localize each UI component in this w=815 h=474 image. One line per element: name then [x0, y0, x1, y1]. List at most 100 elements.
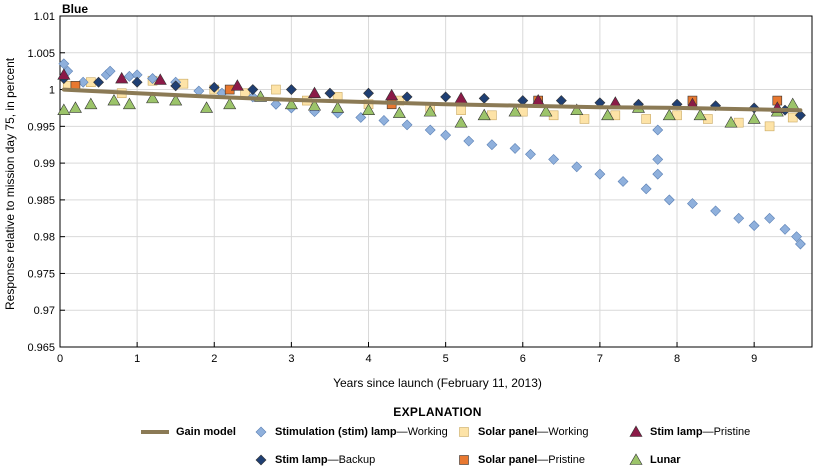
series-gain — [61, 87, 803, 113]
data-point — [478, 92, 490, 104]
data-point — [271, 84, 281, 95]
data-point — [122, 97, 136, 110]
x-axis-label: Years since launch (February 11, 2013) — [333, 376, 542, 390]
data-point — [539, 105, 553, 117]
grid — [59, 15, 812, 348]
data-point — [115, 71, 129, 84]
legend-label: Solar panel—Working — [478, 426, 589, 438]
data-point — [178, 78, 189, 89]
data-point — [230, 79, 244, 91]
legend-swatch — [629, 425, 643, 437]
data-point — [509, 142, 521, 154]
y-tick-label: 0.975 — [27, 268, 55, 280]
legend-item-gain: Gain model — [140, 424, 236, 440]
data-point — [57, 68, 71, 80]
data-point — [601, 108, 615, 121]
x-tick-label: 9 — [751, 353, 757, 365]
data-point — [170, 80, 182, 92]
data-point — [795, 238, 806, 250]
legend-item-stim-backup: Stim lamp—Backup — [253, 452, 375, 468]
data-point — [477, 108, 491, 121]
legend-marker — [255, 426, 267, 438]
data-point — [786, 97, 800, 110]
legend-label: Stimulation (stim) lamp—Working — [275, 426, 448, 438]
legend-item-solar-working: Solar panel—Working — [456, 424, 588, 440]
data-point — [640, 183, 652, 195]
data-point — [594, 168, 606, 180]
legend-swatch — [459, 455, 469, 465]
data-point — [617, 176, 629, 187]
data-point — [361, 103, 376, 115]
x-tick-label: 0 — [57, 353, 63, 365]
data-point — [355, 112, 367, 123]
data-point — [363, 87, 374, 99]
y-tick-label: 0.99 — [34, 158, 55, 170]
legend-marker — [459, 455, 469, 465]
x-tick-label: 2 — [211, 353, 217, 365]
data-point — [57, 103, 71, 115]
gain-model-line — [61, 87, 803, 113]
legend-marker — [629, 425, 643, 437]
data-point — [693, 108, 707, 121]
legend-item-stim-working: Stimulation (stim) lamp—Working — [253, 424, 448, 440]
data-point — [652, 124, 664, 136]
data-point — [104, 65, 116, 77]
legend-label: Solar panel—Pristine — [478, 454, 585, 466]
legend-title: EXPLANATION — [393, 405, 482, 419]
legend-swatch — [459, 427, 469, 437]
data-point — [308, 86, 322, 99]
series-stim-working — [58, 58, 806, 250]
data-point — [687, 198, 698, 209]
legend-label: Stim lamp—Backup — [275, 454, 376, 466]
data-point — [208, 81, 220, 93]
data-point — [662, 108, 676, 121]
legend-swatch — [255, 454, 267, 466]
legend-marker — [459, 427, 469, 437]
data-point — [791, 231, 802, 243]
data-point — [710, 205, 722, 217]
legend-label: Stim lamp—Pristine — [650, 426, 751, 438]
data-point — [555, 95, 567, 107]
data-point — [392, 106, 406, 118]
data-point — [284, 97, 298, 110]
data-point — [440, 91, 452, 103]
data-point — [93, 76, 104, 88]
legend-marker — [255, 454, 267, 466]
data-point — [385, 88, 399, 101]
x-tick-label: 6 — [520, 353, 526, 365]
x-tick-label: 8 — [674, 353, 680, 365]
legend-item-lunar: Lunar — [628, 452, 681, 468]
data-point — [285, 84, 297, 95]
data-point — [146, 91, 160, 104]
data-point — [270, 98, 282, 110]
data-point — [571, 161, 583, 173]
legend-label: Gain model — [176, 426, 236, 438]
data-marks — [57, 58, 806, 250]
data-point — [508, 105, 522, 117]
data-point — [747, 112, 761, 124]
data-point — [724, 116, 738, 128]
data-point — [748, 220, 760, 232]
data-point — [663, 194, 675, 206]
y-tick-label: 0.965 — [27, 342, 55, 354]
legend-item-solar-pristine: Solar panel—Pristine — [456, 452, 585, 468]
y-axis-label: Response relative to mission day 75, in … — [3, 57, 17, 310]
x-tick-label: 4 — [365, 353, 371, 365]
legend-label: Lunar — [650, 454, 681, 466]
y-tick-label: 0.97 — [34, 305, 55, 317]
data-point — [77, 76, 89, 88]
data-point — [733, 212, 745, 224]
data-point — [525, 148, 536, 160]
data-point — [200, 101, 214, 113]
y-tick-label: 0.98 — [34, 232, 55, 244]
legend-swatch — [255, 426, 267, 438]
data-point — [463, 135, 475, 147]
data-point — [308, 99, 322, 111]
data-point — [424, 124, 436, 136]
data-point — [247, 84, 259, 95]
data-point — [486, 139, 498, 151]
axis-ticks: 0.965 0.97 0.975 0.98 0.985 0.99 0.995 1 1.005 1.… — [27, 11, 757, 365]
data-point — [764, 121, 775, 132]
data-point — [131, 76, 143, 88]
